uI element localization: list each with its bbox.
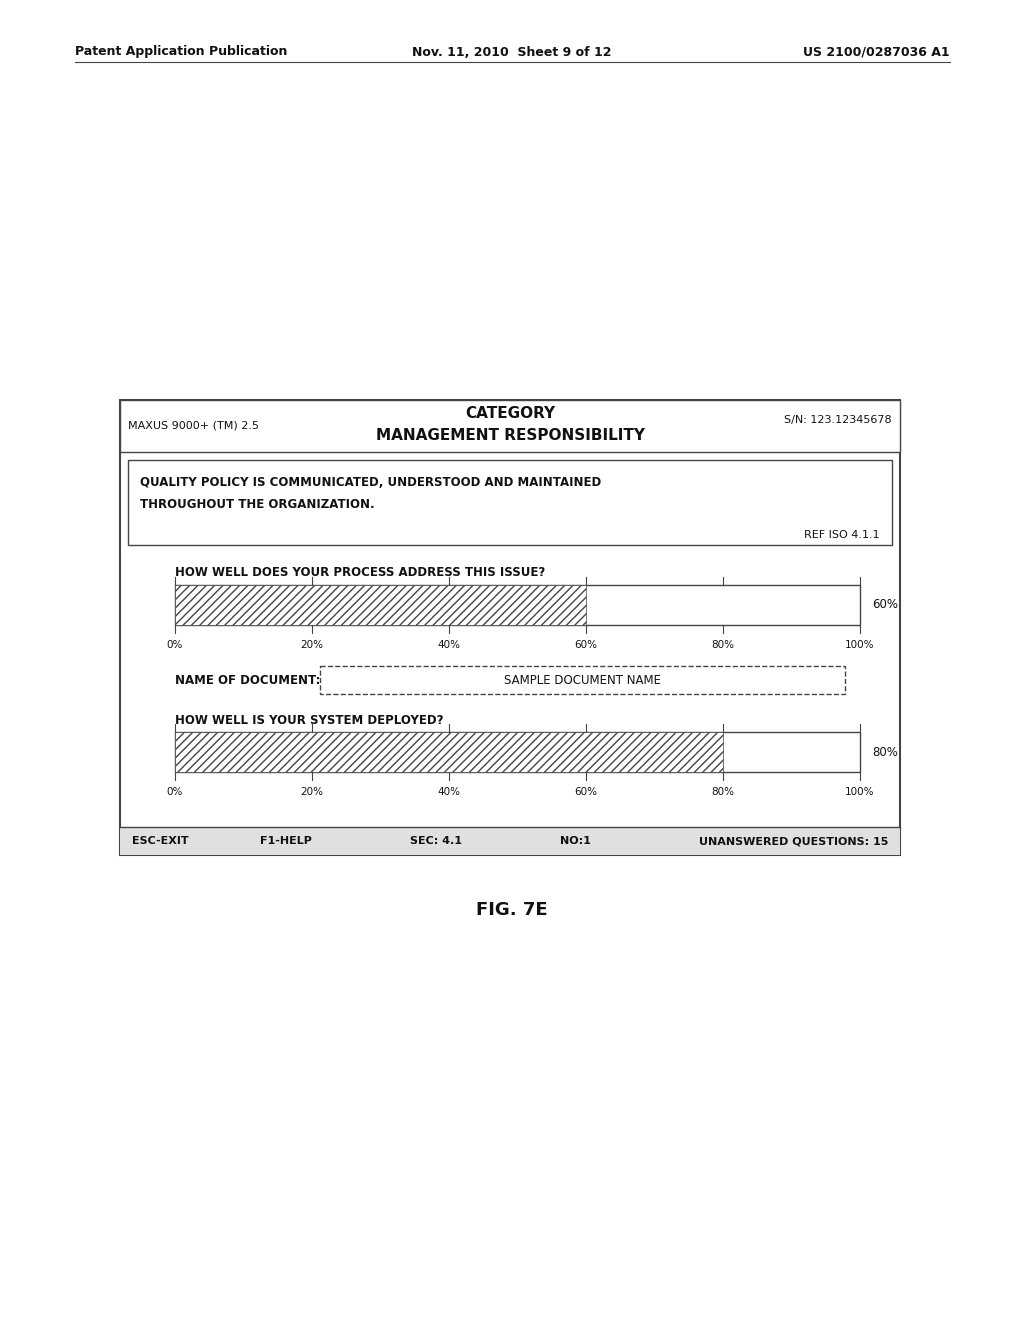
Text: HOW WELL IS YOUR SYSTEM DEPLOYED?: HOW WELL IS YOUR SYSTEM DEPLOYED? xyxy=(175,714,443,726)
Text: F1-HELP: F1-HELP xyxy=(260,836,312,846)
Text: MANAGEMENT RESPONSIBILITY: MANAGEMENT RESPONSIBILITY xyxy=(376,429,644,444)
Text: 60%: 60% xyxy=(574,640,597,649)
Text: 80%: 80% xyxy=(872,746,898,759)
Bar xyxy=(175,733,860,772)
Text: MAXUS 9000+ (TM) 2.5: MAXUS 9000+ (TM) 2.5 xyxy=(128,421,259,432)
Text: THROUGHOUT THE ORGANIZATION.: THROUGHOUT THE ORGANIZATION. xyxy=(140,498,375,511)
Text: 80%: 80% xyxy=(712,787,734,797)
Text: SEC: 4.1: SEC: 4.1 xyxy=(410,836,462,846)
Bar xyxy=(175,733,723,772)
Text: 100%: 100% xyxy=(845,787,874,797)
Text: REF ISO 4.1.1: REF ISO 4.1.1 xyxy=(805,531,880,540)
Bar xyxy=(120,828,900,855)
Text: 60%: 60% xyxy=(574,787,597,797)
Text: 20%: 20% xyxy=(300,787,324,797)
Text: HOW WELL DOES YOUR PROCESS ADDRESS THIS ISSUE?: HOW WELL DOES YOUR PROCESS ADDRESS THIS … xyxy=(175,566,545,579)
Text: NO:1: NO:1 xyxy=(560,836,591,846)
Text: 20%: 20% xyxy=(300,640,324,649)
Bar xyxy=(175,585,586,624)
Text: SAMPLE DOCUMENT NAME: SAMPLE DOCUMENT NAME xyxy=(504,673,662,686)
Text: Patent Application Publication: Patent Application Publication xyxy=(75,45,288,58)
Text: 100%: 100% xyxy=(845,640,874,649)
Text: FIG. 7E: FIG. 7E xyxy=(476,902,548,919)
Bar xyxy=(128,459,892,545)
Text: US 2100/0287036 A1: US 2100/0287036 A1 xyxy=(804,45,950,58)
Bar xyxy=(319,667,845,694)
Text: ESC-EXIT: ESC-EXIT xyxy=(132,836,188,846)
Bar xyxy=(120,400,900,855)
Text: Nov. 11, 2010  Sheet 9 of 12: Nov. 11, 2010 Sheet 9 of 12 xyxy=(413,45,611,58)
Text: 0%: 0% xyxy=(167,640,183,649)
Bar xyxy=(175,585,860,624)
Text: 80%: 80% xyxy=(712,640,734,649)
Text: 0%: 0% xyxy=(167,787,183,797)
Text: S/N: 123.12345678: S/N: 123.12345678 xyxy=(784,414,892,425)
Bar xyxy=(120,400,900,451)
Text: 40%: 40% xyxy=(437,787,461,797)
Text: 60%: 60% xyxy=(872,598,898,611)
Text: QUALITY POLICY IS COMMUNICATED, UNDERSTOOD AND MAINTAINED: QUALITY POLICY IS COMMUNICATED, UNDERSTO… xyxy=(140,475,601,488)
Text: UNANSWERED QUESTIONS: 15: UNANSWERED QUESTIONS: 15 xyxy=(698,836,888,846)
Text: NAME OF DOCUMENT:: NAME OF DOCUMENT: xyxy=(175,673,321,686)
Text: CATEGORY: CATEGORY xyxy=(465,407,555,421)
Text: 40%: 40% xyxy=(437,640,461,649)
